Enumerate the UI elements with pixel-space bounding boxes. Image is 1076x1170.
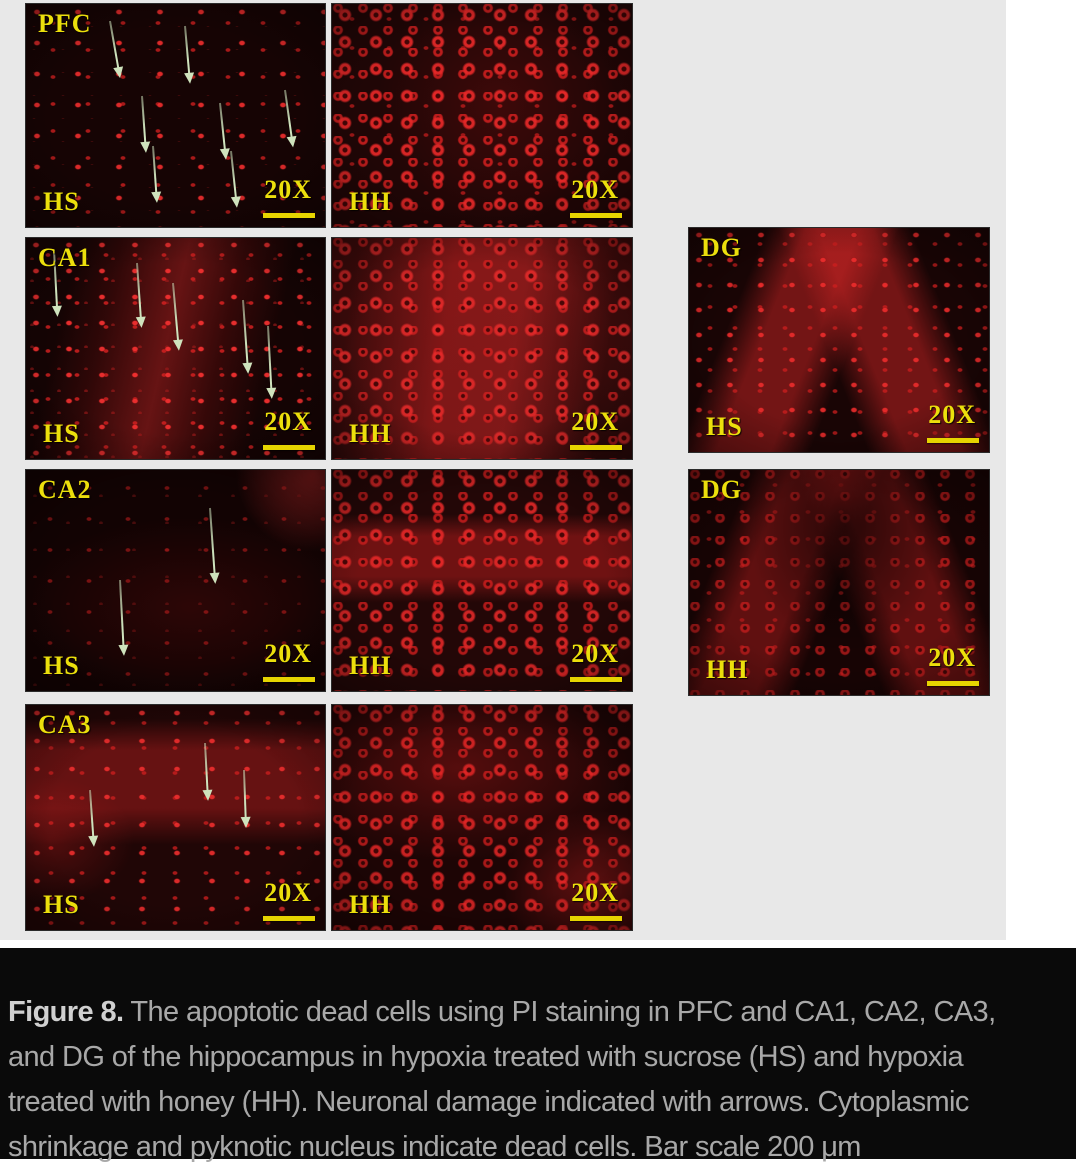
magnification-label: 20X xyxy=(264,407,312,436)
figure-caption: Figure 8. The apoptotic dead cells using… xyxy=(8,990,1070,1170)
damage-arrow-icon xyxy=(242,299,249,364)
damage-arrow-icon xyxy=(89,789,95,837)
damage-arrow-icon xyxy=(243,769,247,819)
region-label: CA3 xyxy=(38,710,92,739)
scale-bar xyxy=(263,445,315,450)
micrograph-panel-ca1-hh: HH 20X xyxy=(331,237,633,460)
magnification-label: 20X xyxy=(571,878,619,907)
damage-arrow-icon xyxy=(119,579,125,646)
treatment-label: HS xyxy=(43,890,80,919)
magnification-label: 20X xyxy=(571,407,619,436)
damage-arrow-icon xyxy=(219,102,226,150)
treatment-label: HH xyxy=(706,655,749,684)
scale-bar xyxy=(263,916,315,921)
treatment-label: HS xyxy=(43,187,80,216)
damage-arrow-icon xyxy=(152,145,158,193)
caption-line-1: Figure 8. The apoptotic dead cells using… xyxy=(8,990,1070,1035)
scale-bar xyxy=(570,213,622,218)
figure-caption-band: Figure 8. The apoptotic dead cells using… xyxy=(0,948,1076,1163)
micrograph-panel-pfc-hh: HH 20X xyxy=(331,3,633,228)
scale-bar xyxy=(263,213,315,218)
caption-text-segment: The apoptotic dead cells using PI staini… xyxy=(130,996,996,1028)
scale-bar xyxy=(570,445,622,450)
region-label: CA2 xyxy=(38,475,92,504)
treatment-label: HH xyxy=(349,187,392,216)
damage-arrow-icon xyxy=(209,507,216,574)
treatment-label: HS xyxy=(43,419,80,448)
scale-bar xyxy=(570,677,622,682)
micrograph-panel-dg-hs: DG HS 20X xyxy=(688,227,990,453)
magnification-label: 20X xyxy=(264,175,312,204)
treatment-label: HH xyxy=(349,890,392,919)
caption-line-2: and DG of the hippocampus in hypoxia tre… xyxy=(8,1041,964,1073)
figure-image-area: PFC HS 20X HH 20X CA1 HS 20X HH 20X CA2 … xyxy=(0,0,1006,940)
micrograph-panel-ca3-hs: CA3 HS 20X xyxy=(25,704,326,931)
damage-arrow-icon xyxy=(284,89,293,138)
region-label: DG xyxy=(701,233,742,262)
treatment-label: HH xyxy=(349,419,392,448)
caption-line-3: treated with honey (HH). Neuronal damage… xyxy=(8,1086,969,1118)
scale-bar xyxy=(927,681,979,686)
damage-arrow-icon xyxy=(109,20,120,69)
damage-arrow-icon xyxy=(204,742,209,791)
treatment-label: HH xyxy=(349,651,392,680)
magnification-label: 20X xyxy=(571,175,619,204)
damage-arrow-icon xyxy=(141,95,147,143)
micrograph-panel-ca1-hs: CA1 HS 20X xyxy=(25,237,326,460)
micrograph-panel-dg-hh: DG HH 20X xyxy=(688,469,990,696)
treatment-label: HS xyxy=(43,651,80,680)
magnification-label: 20X xyxy=(928,400,976,429)
magnification-label: 20X xyxy=(264,878,312,907)
treatment-label: HS xyxy=(706,412,743,441)
micrograph-panel-ca3-hh: HH 20X xyxy=(331,704,633,931)
figure-number-label: Figure 8. xyxy=(8,996,124,1028)
damage-arrow-icon xyxy=(136,262,142,318)
scale-bar xyxy=(570,916,622,921)
damage-arrow-icon xyxy=(230,150,237,198)
damage-arrow-icon xyxy=(184,25,191,74)
magnification-label: 20X xyxy=(264,639,312,668)
damage-arrow-icon xyxy=(267,325,273,389)
micrograph-panel-pfc-hs: PFC HS 20X xyxy=(25,3,326,228)
micrograph-panel-ca2-hs: CA2 HS 20X xyxy=(25,469,326,692)
magnification-label: 20X xyxy=(571,639,619,668)
region-label: PFC xyxy=(38,9,92,38)
caption-line-4: shrinkage and pyknotic nucleus indicate … xyxy=(8,1131,861,1163)
region-label: CA1 xyxy=(38,243,92,272)
region-label: DG xyxy=(701,475,742,504)
micrograph-panel-ca2-hh: HH 20X xyxy=(331,469,633,692)
damage-arrow-icon xyxy=(172,282,180,341)
scale-bar xyxy=(263,677,315,682)
scale-bar xyxy=(927,438,979,443)
magnification-label: 20X xyxy=(928,643,976,672)
